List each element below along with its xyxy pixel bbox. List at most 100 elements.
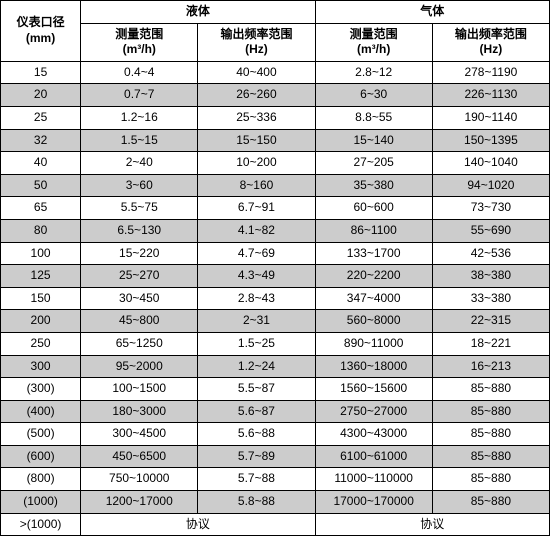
table-cell: 1360~18000	[315, 355, 432, 378]
header-liquid-freq: 输出频率范围 (Hz)	[198, 23, 315, 61]
header-diameter-l1: 仪表口径	[17, 15, 65, 29]
header-liquid-range: 测量范围 (m³/h)	[81, 23, 198, 61]
table-row: 806.5~1304.1~8286~110055~690	[1, 219, 550, 242]
table-cell: 5.7~89	[198, 445, 315, 468]
table-cell: 26~260	[198, 84, 315, 107]
table-row: (400)180~30005.6~872750~2700085~880	[1, 400, 550, 423]
table-cell: 150~1395	[432, 129, 549, 152]
table-cell: 42~536	[432, 242, 549, 265]
table-cell: 15~220	[81, 242, 198, 265]
table-row: 200.7~726~2606~30226~1130	[1, 84, 550, 107]
table-cell: 25~270	[81, 265, 198, 288]
table-cell: 65~1250	[81, 332, 198, 355]
table-cell: 15~140	[315, 129, 432, 152]
table-cell: 100	[1, 242, 81, 265]
table-cell: 300	[1, 355, 81, 378]
table-header: 仪表口径 (mm) 液体 气体 测量范围 (m³/h) 输出频率范围 (Hz) …	[1, 1, 550, 62]
table-row: (600)450~65005.7~896100~6100085~880	[1, 445, 550, 468]
table-cell: 10~200	[198, 152, 315, 175]
table-cell: 85~880	[432, 400, 549, 423]
table-cell-gas-agreement: 协议	[315, 513, 549, 536]
table-cell: 140~1040	[432, 152, 549, 175]
table-cell: 5.6~88	[198, 423, 315, 446]
table-cell: 890~11000	[315, 332, 432, 355]
header-diameter-l2: (mm)	[26, 31, 55, 45]
table-row: (300)100~15005.5~871560~1560085~880	[1, 378, 550, 401]
table-cell: 450~6500	[81, 445, 198, 468]
table-row: 150.4~440~4002.8~12278~1190	[1, 61, 550, 84]
table-cell: 2.8~12	[315, 61, 432, 84]
sub3-l2: (m³/h)	[357, 42, 390, 56]
table-cell: 33~380	[432, 287, 549, 310]
table-cell: 3~60	[81, 174, 198, 197]
table-cell: 1.2~24	[198, 355, 315, 378]
table-cell: 35~380	[315, 174, 432, 197]
table-cell: 85~880	[432, 468, 549, 491]
table-cell: 80	[1, 219, 81, 242]
table-cell: 4.3~49	[198, 265, 315, 288]
table-body: 150.4~440~4002.8~12278~1190200.7~726~260…	[1, 61, 550, 535]
table-cell: 226~1130	[432, 84, 549, 107]
table-cell: 15~150	[198, 129, 315, 152]
table-cell: 94~1020	[432, 174, 549, 197]
table-cell: 300~4500	[81, 423, 198, 446]
table-cell: 40~400	[198, 61, 315, 84]
table-cell: 55~690	[432, 219, 549, 242]
table-cell: 15	[1, 61, 81, 84]
table-cell: 2~31	[198, 310, 315, 333]
table-row: (1000)1200~170005.8~8817000~17000085~880	[1, 491, 550, 514]
sub2-l1: 输出频率范围	[220, 27, 292, 41]
header-diameter: 仪表口径 (mm)	[1, 1, 81, 62]
table-cell: 32	[1, 129, 81, 152]
table-cell: 16~213	[432, 355, 549, 378]
header-liquid: 液体	[81, 1, 315, 24]
table-cell: 278~1190	[432, 61, 549, 84]
table-cell: 27~205	[315, 152, 432, 175]
sub3-l1: 测量范围	[350, 27, 398, 41]
table-cell: 2.8~43	[198, 287, 315, 310]
table-row-footer: >(1000)协议协议	[1, 513, 550, 536]
sub2-l2: (Hz)	[245, 42, 268, 56]
table-cell: 6.5~130	[81, 219, 198, 242]
table-cell: 85~880	[432, 491, 549, 514]
table-row: 655.5~756.7~9160~60073~730	[1, 197, 550, 220]
table-cell: 4300~43000	[315, 423, 432, 446]
table-cell: 6~30	[315, 84, 432, 107]
header-gas-range: 测量范围 (m³/h)	[315, 23, 432, 61]
table-cell: 1.5~15	[81, 129, 198, 152]
table-row: (800)750~100005.7~8811000~11000085~880	[1, 468, 550, 491]
sub1-l1: 测量范围	[115, 27, 163, 41]
table-cell: 220~2200	[315, 265, 432, 288]
table-cell: 5.5~75	[81, 197, 198, 220]
table-cell: 18~221	[432, 332, 549, 355]
table-cell: 0.4~4	[81, 61, 198, 84]
table-cell: 6.7~91	[198, 197, 315, 220]
table-cell: 25~336	[198, 106, 315, 129]
header-gas: 气体	[315, 1, 549, 24]
table-cell: 1.2~16	[81, 106, 198, 129]
table-cell: 25	[1, 106, 81, 129]
table-cell: 133~1700	[315, 242, 432, 265]
table-row: 15030~4502.8~43347~400033~380	[1, 287, 550, 310]
table-cell: 60~600	[315, 197, 432, 220]
table-cell: 38~380	[432, 265, 549, 288]
table-cell: 4.7~69	[198, 242, 315, 265]
table-cell: 190~1140	[432, 106, 549, 129]
table-cell: 85~880	[432, 378, 549, 401]
table-row: 503~608~16035~38094~1020	[1, 174, 550, 197]
table-cell: 150	[1, 287, 81, 310]
table-cell: 85~880	[432, 423, 549, 446]
sub1-l2: (m³/h)	[123, 42, 156, 56]
table-cell: 5.7~88	[198, 468, 315, 491]
table-cell: 45~800	[81, 310, 198, 333]
table-row: (500)300~45005.6~884300~4300085~880	[1, 423, 550, 446]
table-cell: (1000)	[1, 491, 81, 514]
table-cell: 750~10000	[81, 468, 198, 491]
table-cell: 125	[1, 265, 81, 288]
spec-table: 仪表口径 (mm) 液体 气体 测量范围 (m³/h) 输出频率范围 (Hz) …	[0, 0, 550, 536]
table-cell: (800)	[1, 468, 81, 491]
table-row: 251.2~1625~3368.8~55190~1140	[1, 106, 550, 129]
table-cell: 0.7~7	[81, 84, 198, 107]
table-row: 321.5~1515~15015~140150~1395	[1, 129, 550, 152]
table-row: 402~4010~20027~205140~1040	[1, 152, 550, 175]
